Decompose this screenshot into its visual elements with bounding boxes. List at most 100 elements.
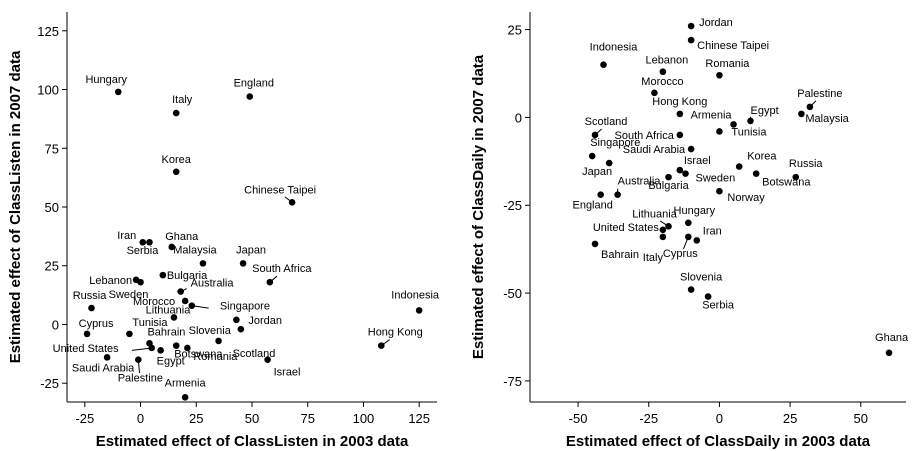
point-ghana (168, 243, 176, 251)
point-indonesia (600, 61, 607, 69)
point-england (597, 191, 604, 199)
y-axis-title: Estimated effect of ClassDaily in 2007 d… (470, 54, 487, 359)
point-label-japan: Japan (582, 166, 612, 178)
leader-line (269, 275, 278, 283)
point-hungary (685, 219, 692, 227)
point-morocco (181, 297, 189, 305)
point-norway (716, 187, 723, 195)
point-label-tunisia: Tunisia (132, 317, 168, 329)
point-label-jordan: Jordan (248, 315, 282, 327)
point-hungary (114, 88, 122, 96)
point-label-israel: Israel (684, 155, 711, 167)
point-label-sweden: Sweden (695, 173, 735, 185)
point-label-south-africa: South Africa (615, 130, 675, 142)
point-korea (735, 163, 743, 170)
x-tick-label: -25 (75, 411, 94, 426)
point-label-norway: Norway (727, 192, 765, 204)
point-tunisia (126, 330, 133, 338)
point-label-australia: Australia (191, 278, 235, 290)
point-morocco (651, 89, 658, 97)
point-ghana (885, 349, 893, 357)
point-indonesia (415, 307, 423, 314)
point-label-botswana: Botswana (762, 177, 811, 189)
x-tick-label: -25 (639, 411, 658, 426)
x-tick-label: 25 (783, 411, 797, 426)
point-slovenia (687, 286, 695, 293)
point-label-slovenia: Slovenia (680, 272, 723, 284)
point-botswana (752, 170, 760, 177)
point-italy (659, 233, 667, 241)
point-label-chinese-taipei: Chinese Taipei (244, 184, 316, 196)
point-label-lebanon: Lebanon (89, 275, 132, 287)
point-label-bulgaria: Bulgaria (648, 180, 689, 192)
point-hong-kong (377, 342, 385, 349)
x-tick-label: -50 (569, 411, 588, 426)
leader-line (660, 229, 663, 231)
point-lithuania (170, 314, 178, 321)
leader-line (284, 196, 293, 203)
point-label-russia: Russia (73, 290, 108, 302)
point-label-ghana: Ghana (875, 332, 909, 344)
y-tick-label: 100 (37, 83, 59, 98)
point-russia (792, 173, 800, 181)
point-sweden (137, 278, 144, 286)
point-label-russia: Russia (789, 158, 824, 170)
point-serbia (704, 293, 712, 300)
point-label-serbia: Serbia (702, 300, 735, 312)
point-label-scotland: Scotland (233, 348, 276, 360)
point-saudi-arabia (687, 145, 695, 153)
x-tick-label: 75 (300, 411, 314, 426)
point-label-scotland: Scotland (585, 116, 628, 128)
x-tick-label: 0 (716, 411, 723, 426)
y-tick-label: 25 (45, 259, 59, 274)
point-hong-kong (676, 110, 684, 118)
point-label-south-africa: South Africa (252, 263, 312, 275)
chart-1: -25 0 25 50 75 100 125 -25 0 25 50 75 100 125 Estimate… (7, 12, 440, 450)
x-tick-label: 50 (245, 411, 259, 426)
point-serbia (146, 238, 153, 246)
x-tick-label: 50 (854, 411, 868, 426)
point-south-africa (676, 131, 684, 139)
point-label-israel: Israel (274, 367, 301, 379)
point-label-slovenia: Slovenia (189, 325, 232, 337)
point-cyprus (83, 330, 91, 338)
point-malaysia (798, 110, 805, 118)
y-tick-label: 0 (515, 110, 522, 125)
point-singapore (588, 152, 596, 160)
point-label-singapore: Singapore (590, 137, 640, 149)
point-tunisia (716, 128, 723, 135)
point-label-bulgaria: Bulgaria (167, 270, 208, 282)
point-label-lebanon: Lebanon (645, 55, 688, 67)
point-label-bahrain: Bahrain (147, 326, 185, 338)
point-label-iran: Iran (117, 230, 136, 242)
point-label-romania: Romania (193, 351, 238, 363)
point-label-indonesia: Indonesia (590, 42, 639, 54)
point-jordan (687, 22, 695, 30)
y-tick-label: -25 (503, 198, 522, 213)
point-bulgaria (159, 271, 167, 279)
point-label-korea: Korea (747, 151, 777, 163)
point-saudi-arabia (103, 354, 111, 361)
leader-line (131, 347, 152, 351)
point-label-united-states: United States (53, 343, 120, 355)
point-jordan (233, 316, 240, 324)
point-label-italy: Italy (643, 252, 664, 264)
x-tick-label: 25 (189, 411, 203, 426)
point-iran (693, 237, 701, 244)
y-axis-title: Estimated effect of ClassListen in 2007 … (7, 50, 24, 363)
point-label-egypt: Egypt (157, 355, 185, 367)
point-iran (139, 238, 147, 246)
leader-line (594, 128, 602, 136)
point-label-hungary: Hungary (85, 74, 127, 86)
point-label-palestine: Palestine (118, 373, 163, 385)
point-armenia (181, 394, 189, 401)
point-slovenia (237, 325, 245, 333)
point-label-armenia: Armenia (691, 109, 733, 121)
point-armenia (730, 121, 737, 128)
x-tick-label: 100 (353, 411, 375, 426)
point-chinese-taipei (687, 36, 695, 44)
point-bulgaria (665, 173, 672, 181)
point-label-hungary: Hungary (674, 205, 716, 217)
point-sweden (682, 170, 689, 177)
point-label-australia: Australia (618, 176, 662, 188)
